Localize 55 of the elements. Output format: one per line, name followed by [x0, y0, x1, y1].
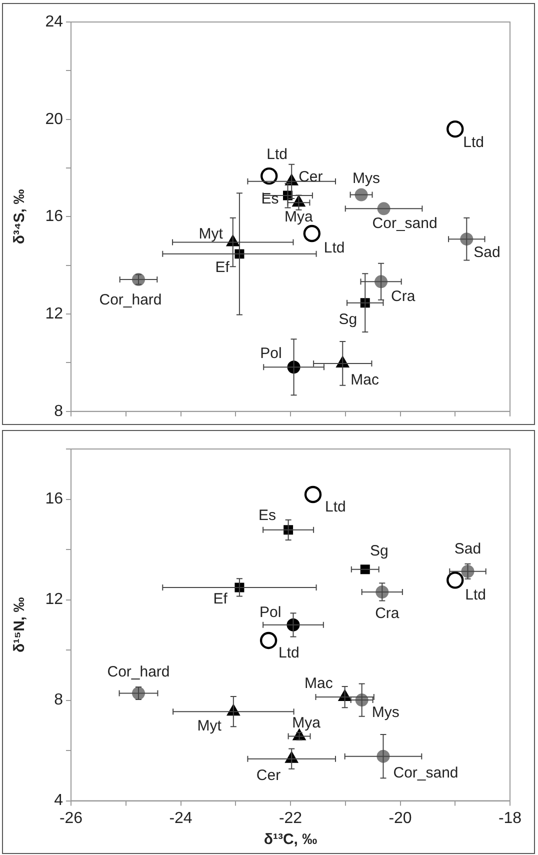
data-label: Myt — [197, 718, 222, 735]
data-label: Myt — [198, 225, 224, 242]
data-label: Es — [261, 190, 279, 208]
x-tick-label: -18 — [498, 810, 522, 827]
point — [446, 120, 464, 138]
y-tick-label: 12 — [45, 305, 64, 322]
point — [304, 486, 322, 504]
y-tick-label: 12 — [45, 591, 64, 608]
point — [132, 272, 145, 286]
y-tick-label: 20 — [45, 110, 64, 128]
data-label: Cor_hard — [107, 663, 170, 680]
data-label: Ltd — [278, 644, 300, 662]
y-tick-label: 8 — [54, 692, 64, 709]
data-label: Cra — [375, 605, 400, 622]
data-label: Mya — [292, 714, 322, 732]
y-tick-label: 24 — [45, 13, 64, 30]
data-label: Cor_sand — [393, 764, 458, 782]
data-label: Sg — [338, 310, 358, 328]
data-label: Pol — [260, 604, 282, 622]
data-label: Ltd — [324, 240, 345, 257]
point — [446, 572, 464, 589]
data-label: Sg — [370, 542, 388, 560]
point — [303, 224, 320, 242]
data-label: Cra — [391, 288, 416, 305]
data-label: Ltd — [463, 134, 484, 152]
point — [260, 167, 278, 185]
data-label: Es — [258, 507, 276, 524]
x-axis-title: δ¹³C, ‰ — [264, 831, 318, 848]
point — [260, 632, 278, 650]
data-label: Ltd — [266, 146, 288, 164]
data-label: Cor_sand — [372, 214, 438, 232]
data-label: Cor_hard — [99, 292, 162, 309]
data-label: Sad — [454, 540, 482, 558]
data-label: Ltd — [325, 498, 346, 516]
data-label: Ltd — [465, 586, 486, 604]
y-tick-label: 16 — [45, 490, 64, 508]
data-label: Ef — [215, 259, 230, 276]
y-axis-title: δ¹⁵N, ‰ — [11, 597, 28, 653]
y-tick-label: 8 — [54, 402, 64, 420]
x-tick-label: -20 — [388, 810, 412, 827]
data-label: Mac — [304, 675, 334, 692]
x-tick-label: -26 — [59, 810, 83, 827]
y-tick-label: 4 — [54, 792, 64, 810]
x-tick-label: -24 — [169, 810, 192, 827]
data-label: Mac — [350, 372, 380, 389]
data-label: Mya — [284, 208, 314, 226]
data-label: Ef — [213, 590, 228, 608]
y-axis-title: δ³⁴S, ‰ — [11, 189, 28, 244]
data-label: Pol — [260, 345, 282, 362]
data-label: Sad — [474, 244, 500, 262]
data-label: Cer — [256, 766, 281, 784]
x-tick-label: -22 — [278, 810, 302, 827]
data-label: Mys — [372, 704, 400, 722]
y-tick-label: 16 — [45, 208, 64, 226]
data-label: Mys — [352, 170, 380, 187]
